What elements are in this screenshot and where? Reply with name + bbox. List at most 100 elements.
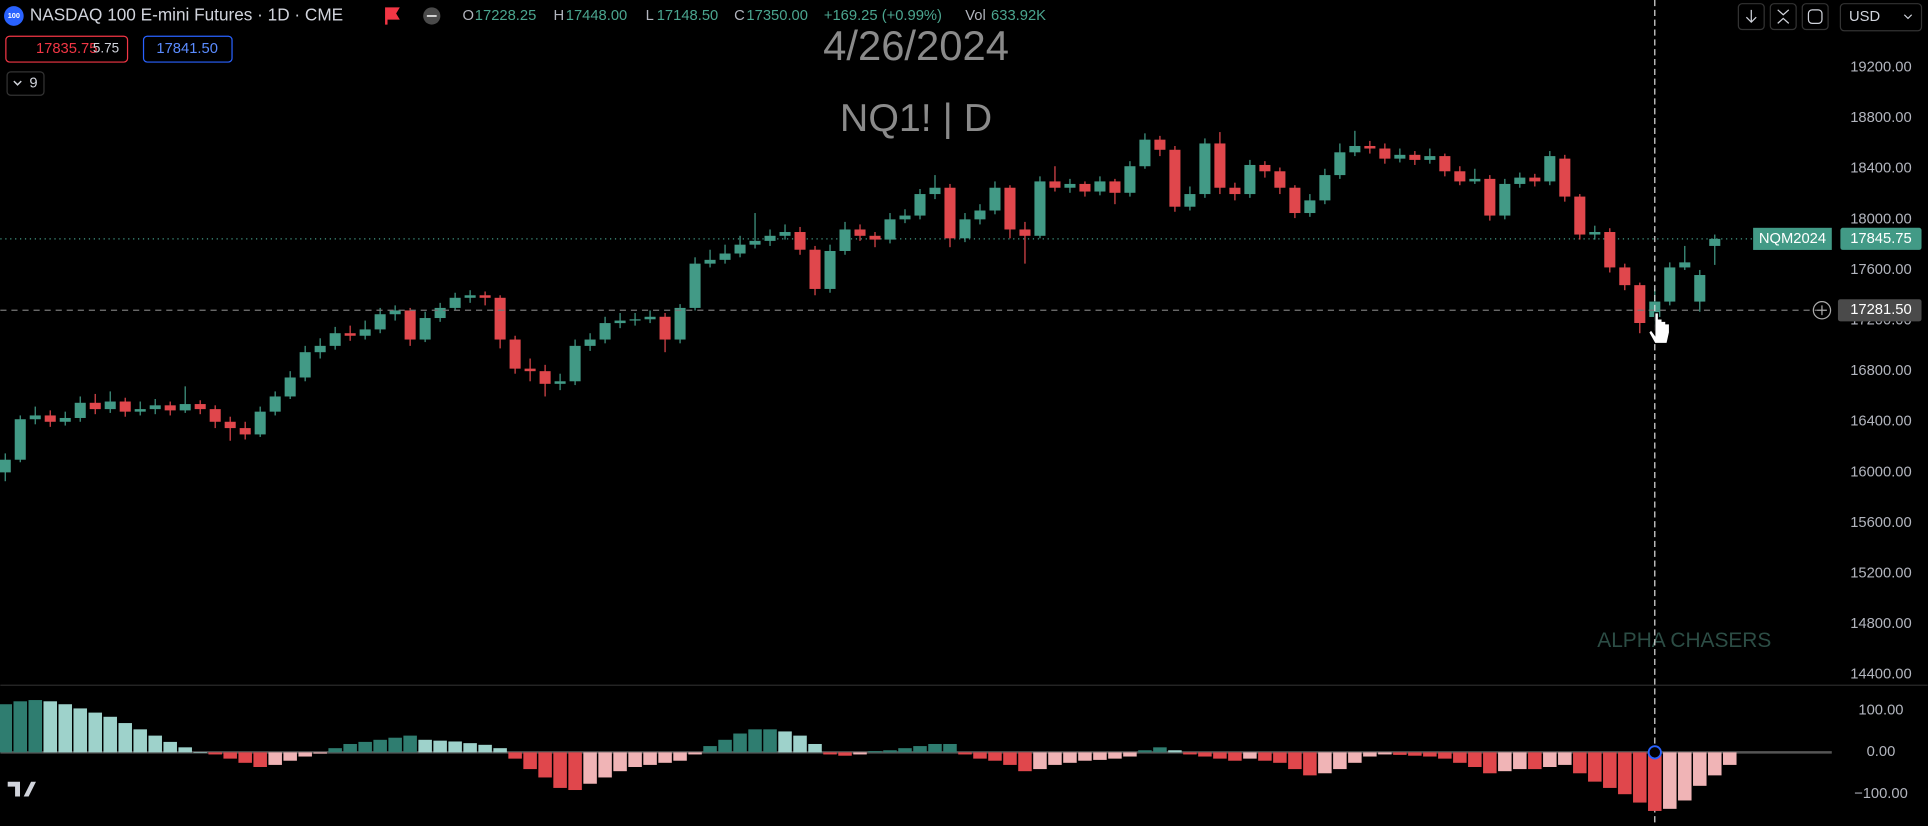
y-tick-label: 18000.00 [1850,211,1912,227]
histogram-bar [103,716,117,753]
crosshair-price-label: 17281.50 [1850,302,1912,318]
candle-body [434,307,446,319]
candle-body [929,187,941,195]
histogram-bar [13,701,28,753]
candle-body [1049,181,1061,188]
histogram-bar [1093,752,1107,760]
y-tick-label: −100.00 [1854,786,1908,802]
candle-body [614,320,626,324]
indicators-toggle[interactable] [6,71,45,96]
candle-body [479,295,491,298]
histogram-bar [433,740,447,753]
histogram-bar [148,735,162,753]
l-label: L [646,8,654,24]
histogram-bar [553,752,567,788]
histogram-bar [868,751,882,753]
histogram-bar [1243,752,1257,759]
add-alert-button[interactable] [1812,301,1832,320]
candle-body [944,187,956,239]
candle-body [1364,145,1376,149]
currency-select[interactable] [1839,3,1923,32]
candle-body [974,210,986,220]
o-value: 17228.25 [475,8,537,24]
histogram-bar [838,752,852,756]
histogram-bar [493,748,507,753]
l-value: 17148.50 [657,8,719,24]
candle-body [1604,232,1616,268]
c-value: 17350.00 [746,8,808,24]
candle-body [1334,152,1346,176]
histogram-bar [88,712,102,753]
histogram-bar [223,752,237,759]
histogram-bar [1333,752,1347,770]
y-tick-label: 17600.00 [1850,262,1912,278]
candle-body [914,194,926,216]
sell-button[interactable] [5,35,129,63]
candle-body [1529,177,1541,182]
candle-body [1094,181,1106,192]
candle-body [509,339,521,369]
candle-body [374,314,386,330]
candle-body [404,310,416,340]
candle-body [389,310,401,315]
histogram-bar [1153,747,1167,753]
histogram-bar [0,704,13,753]
histogram-bar [163,741,177,753]
candle-body [1184,194,1196,207]
histogram-bar [73,708,87,753]
histogram-bar [463,743,477,753]
candle-body [869,235,881,240]
histogram-bar [403,735,417,753]
histogram-bar [418,739,432,753]
histogram-bar [238,752,252,763]
histogram-bar [973,752,987,759]
last-price-label: 17845.75 [1850,231,1912,247]
histogram-bar [778,731,792,753]
crosshair-marker [1647,745,1662,760]
histogram-bar [508,752,522,759]
buy-button[interactable] [142,35,233,63]
candle-body [719,253,731,260]
candle-body [1484,178,1496,216]
candle-body [269,396,281,412]
histogram-bar [1618,752,1632,795]
down-button[interactable] [1737,3,1765,31]
candle-body [569,345,581,382]
histogram-bar [1213,752,1227,759]
histogram-bar [1048,752,1062,765]
histogram-bar [208,752,222,755]
candle-body [344,333,356,336]
histogram-bar [628,752,642,767]
histogram-bar [1423,752,1437,757]
candle-body [314,345,326,353]
candle-body [1709,238,1721,246]
histogram-bar [358,741,372,753]
candle-body [1019,229,1031,236]
histogram-bar [1483,752,1497,774]
histogram-bar [643,752,657,765]
histogram-bar [928,743,942,753]
change-value: +169.25 (+0.99%) [824,8,942,24]
candle-body [209,409,221,422]
chevron-icon [13,80,22,86]
histogram-bar [178,747,192,753]
spread: 5.75 [93,41,119,56]
symbol-title[interactable]: NASDAQ 100 E-mini Futures · 1D · CME [30,5,343,25]
histogram-bar [1273,752,1287,763]
collapse-button[interactable] [1769,3,1797,31]
histogram-bar [1168,750,1182,753]
flag-icon[interactable] [385,7,400,25]
c-label: C [734,8,745,24]
crosshair-price-box [1837,299,1922,322]
bid-price: 17835.75 [36,41,98,57]
histogram-bar [373,739,387,753]
candle-body [1574,196,1586,235]
candle-body [1679,262,1691,268]
histogram-bar [718,739,732,753]
candle-body [59,417,71,422]
histogram-bar [523,752,537,770]
candle-body [824,250,836,289]
reset-button[interactable] [1801,3,1829,31]
